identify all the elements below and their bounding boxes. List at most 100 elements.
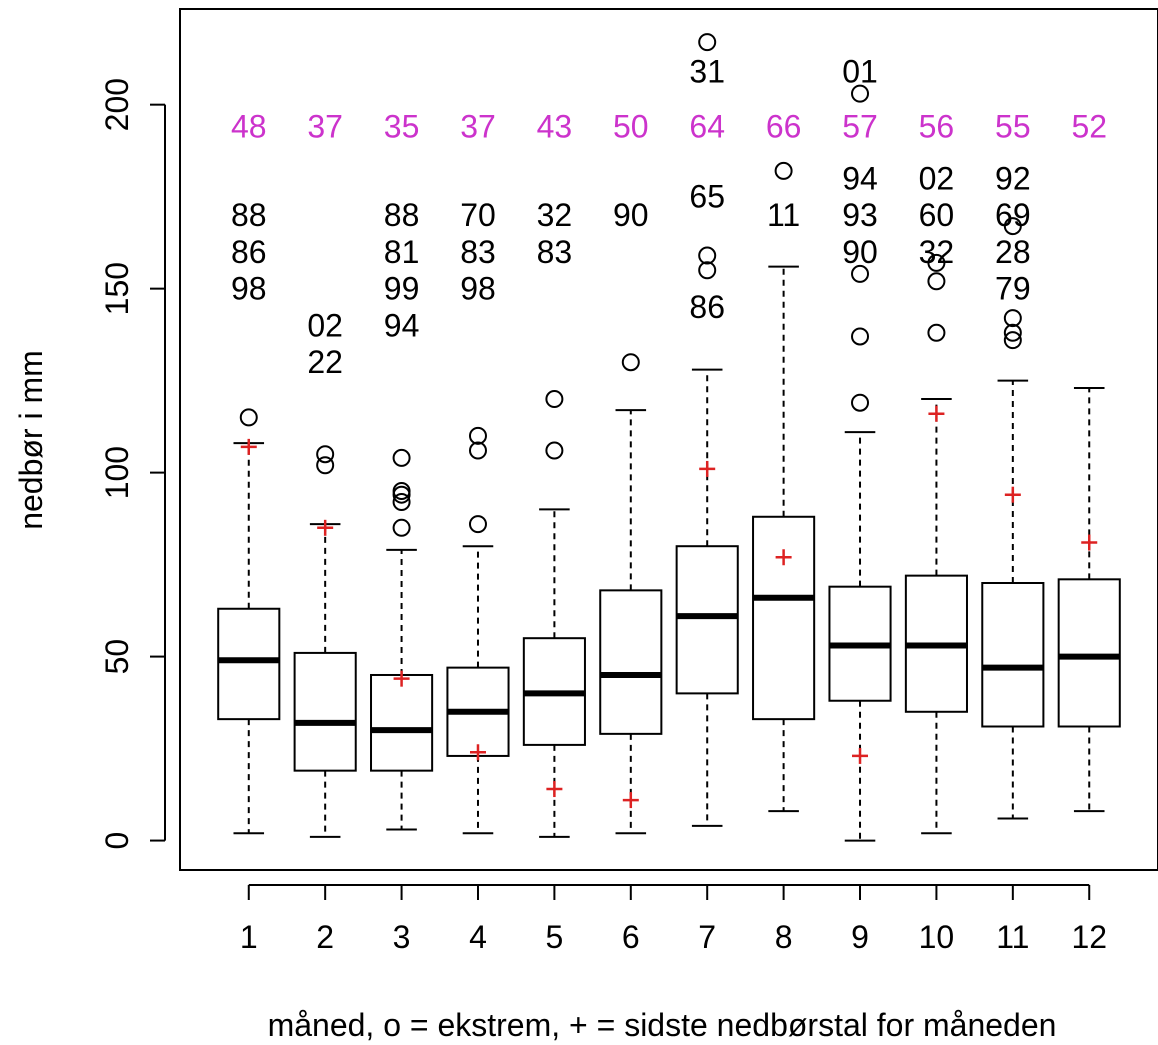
- outlier-point: [851, 393, 870, 412]
- count-label: 57: [842, 109, 878, 145]
- x-axis-title: måned, o = ekstrem, + = sidste nedbørsta…: [268, 1007, 1057, 1043]
- outlier-point: [698, 261, 717, 280]
- count-label: 55: [995, 109, 1031, 145]
- year-label: 32: [537, 197, 573, 233]
- outlier-point: [698, 33, 717, 52]
- outlier-point: [927, 253, 946, 272]
- last-value-marker: [622, 792, 639, 809]
- iqr-box: [752, 515, 816, 721]
- year-label: 83: [537, 234, 573, 270]
- year-label: 69: [995, 197, 1031, 233]
- iqr-box: [981, 582, 1045, 728]
- last-value-marker: [928, 405, 945, 422]
- last-value-marker: [775, 549, 792, 566]
- x-tick-label: 3: [393, 919, 411, 955]
- count-label: 56: [919, 109, 955, 145]
- outlier-point: [468, 515, 487, 534]
- outlier-point: [316, 445, 335, 464]
- x-axis: 1 2 3 4 5 6 7 8 9 10 11 12: [240, 884, 1107, 955]
- outlier-point: [392, 518, 411, 537]
- outlier-point: [392, 493, 411, 512]
- year-label: 86: [689, 289, 725, 325]
- boxes: [217, 33, 1121, 842]
- outlier-point: [851, 264, 870, 283]
- x-tick-label: 9: [851, 919, 869, 955]
- last-value-marker: [393, 670, 410, 687]
- x-tick-label: 10: [919, 919, 955, 955]
- iqr-box: [599, 589, 663, 735]
- outlier-point: [698, 246, 717, 265]
- year-label: 94: [384, 307, 420, 343]
- outlier-point: [392, 448, 411, 467]
- last-value-marker: [469, 744, 486, 761]
- count-label: 50: [613, 109, 649, 145]
- x-tick-label: 7: [698, 919, 716, 955]
- year-label: 98: [460, 271, 496, 307]
- year-label: 90: [842, 234, 878, 270]
- count-label: 66: [766, 109, 802, 145]
- box-month-12: [1057, 386, 1121, 813]
- box-month-8: [752, 161, 816, 813]
- year-label: 79: [995, 271, 1031, 307]
- year-label: 60: [919, 197, 955, 233]
- year-label: 01: [842, 54, 878, 90]
- outlier-point: [316, 456, 335, 475]
- x-tick-label: 12: [1071, 919, 1107, 955]
- year-label: 99: [384, 271, 420, 307]
- box-month-1: [217, 408, 281, 835]
- outlier-point: [1003, 309, 1022, 328]
- year-labels: 8886980222888199947083983283903165861101…: [231, 54, 1031, 381]
- last-value-marker: [317, 519, 334, 536]
- iqr-box: [675, 545, 739, 695]
- box-month-6: [599, 353, 663, 835]
- outlier-point: [774, 161, 793, 180]
- year-label: 90: [613, 197, 649, 233]
- outlier-point: [851, 327, 870, 346]
- y-tick-label: 50: [99, 639, 135, 675]
- year-label: 02: [919, 160, 955, 196]
- iqr-box: [293, 651, 357, 772]
- year-label: 31: [689, 54, 725, 90]
- count-label: 48: [231, 109, 267, 145]
- box-month-7: [675, 33, 739, 827]
- x-tick-label: 8: [775, 919, 793, 955]
- x-tick-label: 1: [240, 919, 258, 955]
- outlier-point: [927, 323, 946, 342]
- outlier-point: [1003, 217, 1022, 236]
- year-label: 11: [767, 197, 800, 233]
- year-label: 65: [689, 179, 725, 215]
- year-label: 92: [995, 160, 1031, 196]
- outlier-point: [545, 390, 564, 409]
- box-month-9: [828, 84, 892, 842]
- y-tick-label: 100: [99, 446, 135, 499]
- count-label: 37: [460, 109, 496, 145]
- outlier-point: [239, 408, 258, 427]
- count-label: 37: [307, 109, 343, 145]
- last-value-marker: [1004, 486, 1021, 503]
- year-label: 93: [842, 197, 878, 233]
- year-label: 88: [384, 197, 420, 233]
- box-month-5: [522, 390, 586, 838]
- y-tick-label: 0: [99, 832, 135, 850]
- year-label: 02: [307, 307, 343, 343]
- last-value-marker: [546, 781, 563, 798]
- count-label: 52: [1071, 109, 1107, 145]
- y-tick-label: 150: [99, 262, 135, 315]
- year-label: 94: [842, 160, 878, 196]
- box-month-10: [904, 253, 968, 835]
- plot-frame: [179, 8, 1158, 871]
- year-label: 28: [995, 234, 1031, 270]
- iqr-box: [370, 673, 434, 772]
- outlier-point: [851, 84, 870, 103]
- x-tick-label: 2: [316, 919, 334, 955]
- year-label: 88: [231, 197, 267, 233]
- box-month-4: [446, 426, 510, 835]
- outlier-point: [545, 441, 564, 460]
- year-label: 32: [919, 234, 955, 270]
- year-label: 22: [307, 344, 343, 380]
- outlier-point: [1003, 331, 1022, 350]
- count-label: 64: [689, 109, 725, 145]
- y-tick-label: 200: [99, 78, 135, 131]
- last-value-marker: [1081, 534, 1098, 551]
